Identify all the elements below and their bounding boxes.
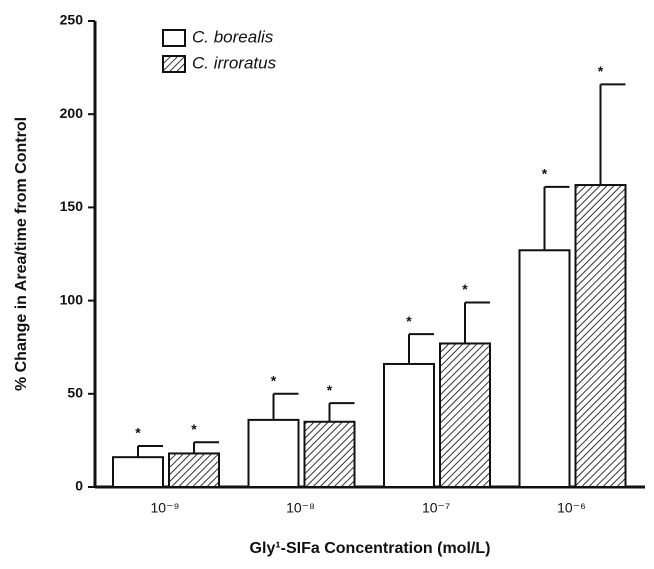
bar <box>383 362 435 489</box>
bar <box>112 456 164 488</box>
significance-label: * <box>406 313 412 329</box>
bar <box>168 452 220 488</box>
bar <box>439 342 491 488</box>
legend-label: C. irroratus <box>192 53 277 72</box>
significance-label: * <box>542 166 548 182</box>
x-tick-label: 10⁻⁸ <box>286 500 315 516</box>
significance-label: * <box>327 382 333 398</box>
y-tick-label: 100 <box>60 291 84 307</box>
legend-swatch <box>162 29 186 47</box>
legend-swatch <box>162 55 186 73</box>
bar <box>247 418 300 488</box>
significance-label: * <box>598 63 604 79</box>
y-tick-label: 0 <box>75 478 83 494</box>
y-axis-title: % Change in Area/time from Control <box>13 117 30 391</box>
y-tick-label: 250 <box>60 12 84 28</box>
significance-label: * <box>271 373 277 389</box>
x-tick-label: 10⁻⁷ <box>422 500 450 516</box>
significance-label: * <box>462 281 468 297</box>
x-tick-label: 10⁻⁶ <box>557 500 586 516</box>
y-tick-label: 150 <box>60 198 84 214</box>
significance-label: * <box>191 421 197 437</box>
bar <box>574 184 627 488</box>
bar <box>518 249 571 488</box>
x-tick-label: 10⁻⁹ <box>151 500 180 516</box>
x-axis-title: Gly¹-SIFa Concentration (mol/L) <box>250 540 491 557</box>
y-tick-label: 200 <box>60 105 84 121</box>
y-tick-label: 50 <box>67 385 83 401</box>
bar <box>303 420 356 489</box>
significance-label: * <box>135 425 141 441</box>
legend-label: C. borealis <box>192 27 274 46</box>
